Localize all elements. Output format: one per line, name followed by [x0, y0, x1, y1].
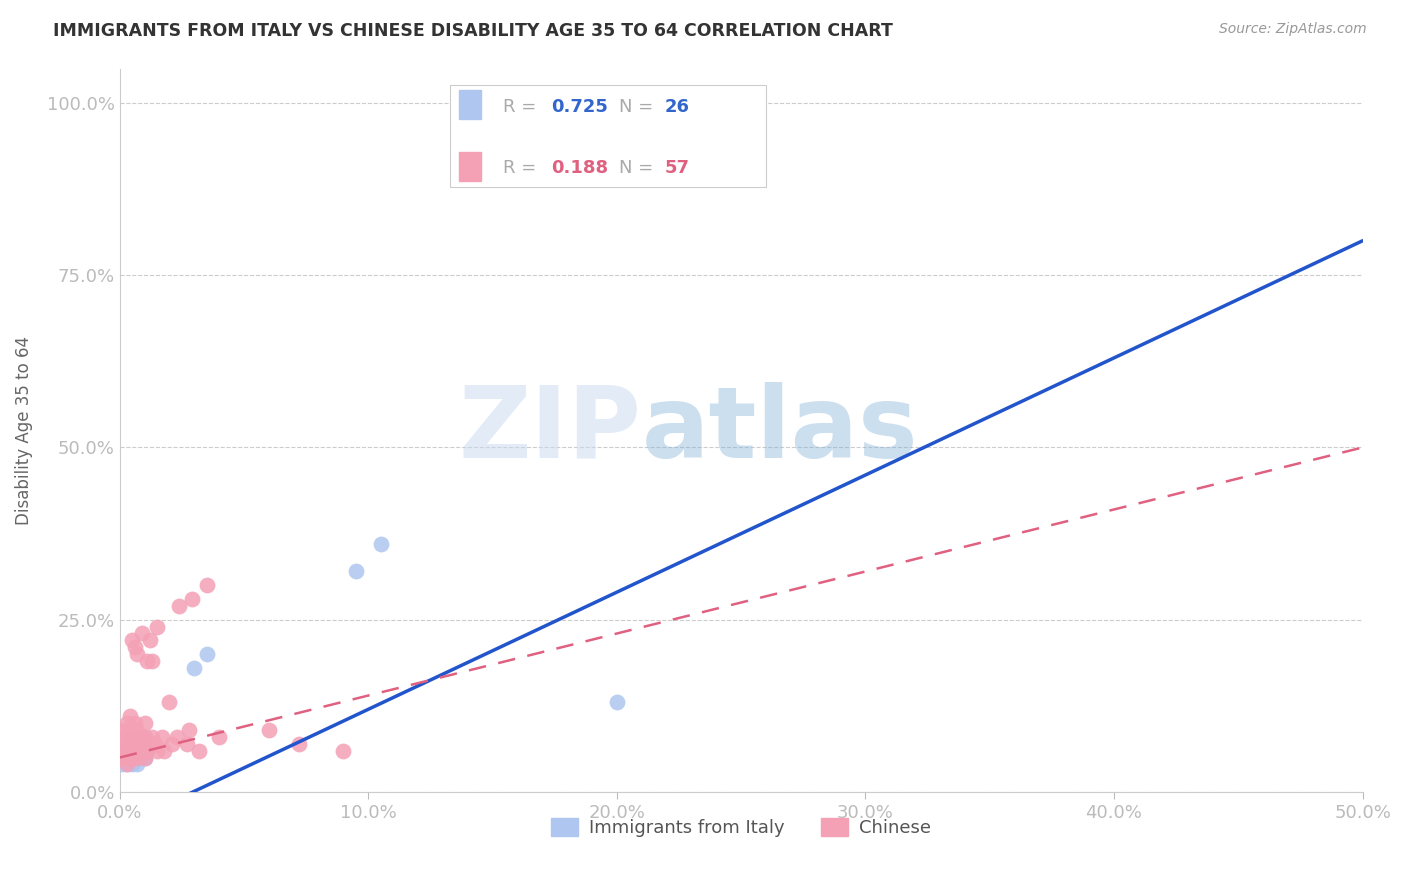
Point — [146, 744, 169, 758]
Point — [134, 750, 156, 764]
Point — [138, 737, 160, 751]
Point — [131, 744, 153, 758]
Point — [121, 757, 143, 772]
Point — [128, 737, 150, 751]
Point — [111, 757, 134, 772]
Point — [127, 750, 149, 764]
Point — [195, 578, 218, 592]
Y-axis label: Disability Age 35 to 64: Disability Age 35 to 64 — [15, 335, 32, 524]
Point — [121, 744, 143, 758]
Point — [134, 730, 156, 744]
Point — [188, 744, 211, 758]
Point — [344, 565, 367, 579]
Point — [141, 654, 163, 668]
Legend: Immigrants from Italy, Chinese: Immigrants from Italy, Chinese — [544, 811, 938, 845]
Point — [114, 737, 136, 751]
Point — [150, 730, 173, 744]
Point — [111, 750, 134, 764]
Point — [114, 750, 136, 764]
Point — [138, 633, 160, 648]
Point — [143, 737, 166, 751]
Point — [127, 723, 149, 737]
Point — [131, 744, 153, 758]
Text: R =: R = — [503, 159, 543, 177]
Point — [127, 737, 149, 751]
Point — [128, 750, 150, 764]
Point — [159, 695, 181, 709]
Point — [127, 647, 149, 661]
Point — [118, 737, 141, 751]
Point — [208, 730, 231, 744]
Point — [121, 730, 143, 744]
Point — [121, 723, 143, 737]
Text: atlas: atlas — [641, 382, 918, 479]
Text: R =: R = — [503, 97, 543, 115]
Text: ZIP: ZIP — [458, 382, 641, 479]
Point — [257, 723, 280, 737]
Point — [124, 744, 146, 758]
Text: 26: 26 — [665, 97, 690, 115]
Point — [127, 730, 149, 744]
Text: 57: 57 — [665, 159, 690, 177]
Point — [134, 716, 156, 731]
Point — [141, 730, 163, 744]
Point — [606, 695, 628, 709]
Point — [115, 744, 138, 758]
Point — [153, 744, 176, 758]
Text: 0.188: 0.188 — [551, 159, 609, 177]
Point — [160, 737, 183, 751]
Point — [115, 744, 138, 758]
Point — [111, 730, 134, 744]
Point — [287, 737, 309, 751]
Point — [146, 619, 169, 633]
Point — [136, 744, 159, 758]
Text: Source: ZipAtlas.com: Source: ZipAtlas.com — [1219, 22, 1367, 37]
Point — [131, 626, 153, 640]
Text: N =: N = — [619, 159, 658, 177]
Point — [183, 661, 205, 675]
Point — [127, 757, 149, 772]
Point — [118, 750, 141, 764]
Point — [195, 647, 218, 661]
Point — [136, 654, 159, 668]
Point — [115, 730, 138, 744]
Point — [124, 730, 146, 744]
Point — [118, 737, 141, 751]
Point — [370, 537, 392, 551]
Point — [114, 723, 136, 737]
Point — [121, 750, 143, 764]
Point — [176, 737, 198, 751]
Point — [127, 744, 149, 758]
Point — [111, 744, 134, 758]
Point — [124, 716, 146, 731]
Point — [128, 730, 150, 744]
Point — [114, 750, 136, 764]
Point — [118, 723, 141, 737]
Point — [115, 716, 138, 731]
Text: 0.725: 0.725 — [551, 97, 607, 115]
Point — [332, 744, 354, 758]
Point — [134, 730, 156, 744]
Point — [180, 592, 202, 607]
Point — [179, 723, 201, 737]
Point — [169, 599, 191, 613]
Point — [118, 709, 141, 723]
Point — [134, 750, 156, 764]
Point — [124, 640, 146, 655]
Text: IMMIGRANTS FROM ITALY VS CHINESE DISABILITY AGE 35 TO 64 CORRELATION CHART: IMMIGRANTS FROM ITALY VS CHINESE DISABIL… — [53, 22, 893, 40]
Point — [115, 757, 138, 772]
Point — [115, 757, 138, 772]
Point — [118, 750, 141, 764]
Point — [121, 737, 143, 751]
Text: N =: N = — [619, 97, 658, 115]
Point — [166, 730, 188, 744]
Point — [128, 744, 150, 758]
Point — [124, 750, 146, 764]
Point — [136, 744, 159, 758]
Point — [124, 737, 146, 751]
Point — [121, 633, 143, 648]
